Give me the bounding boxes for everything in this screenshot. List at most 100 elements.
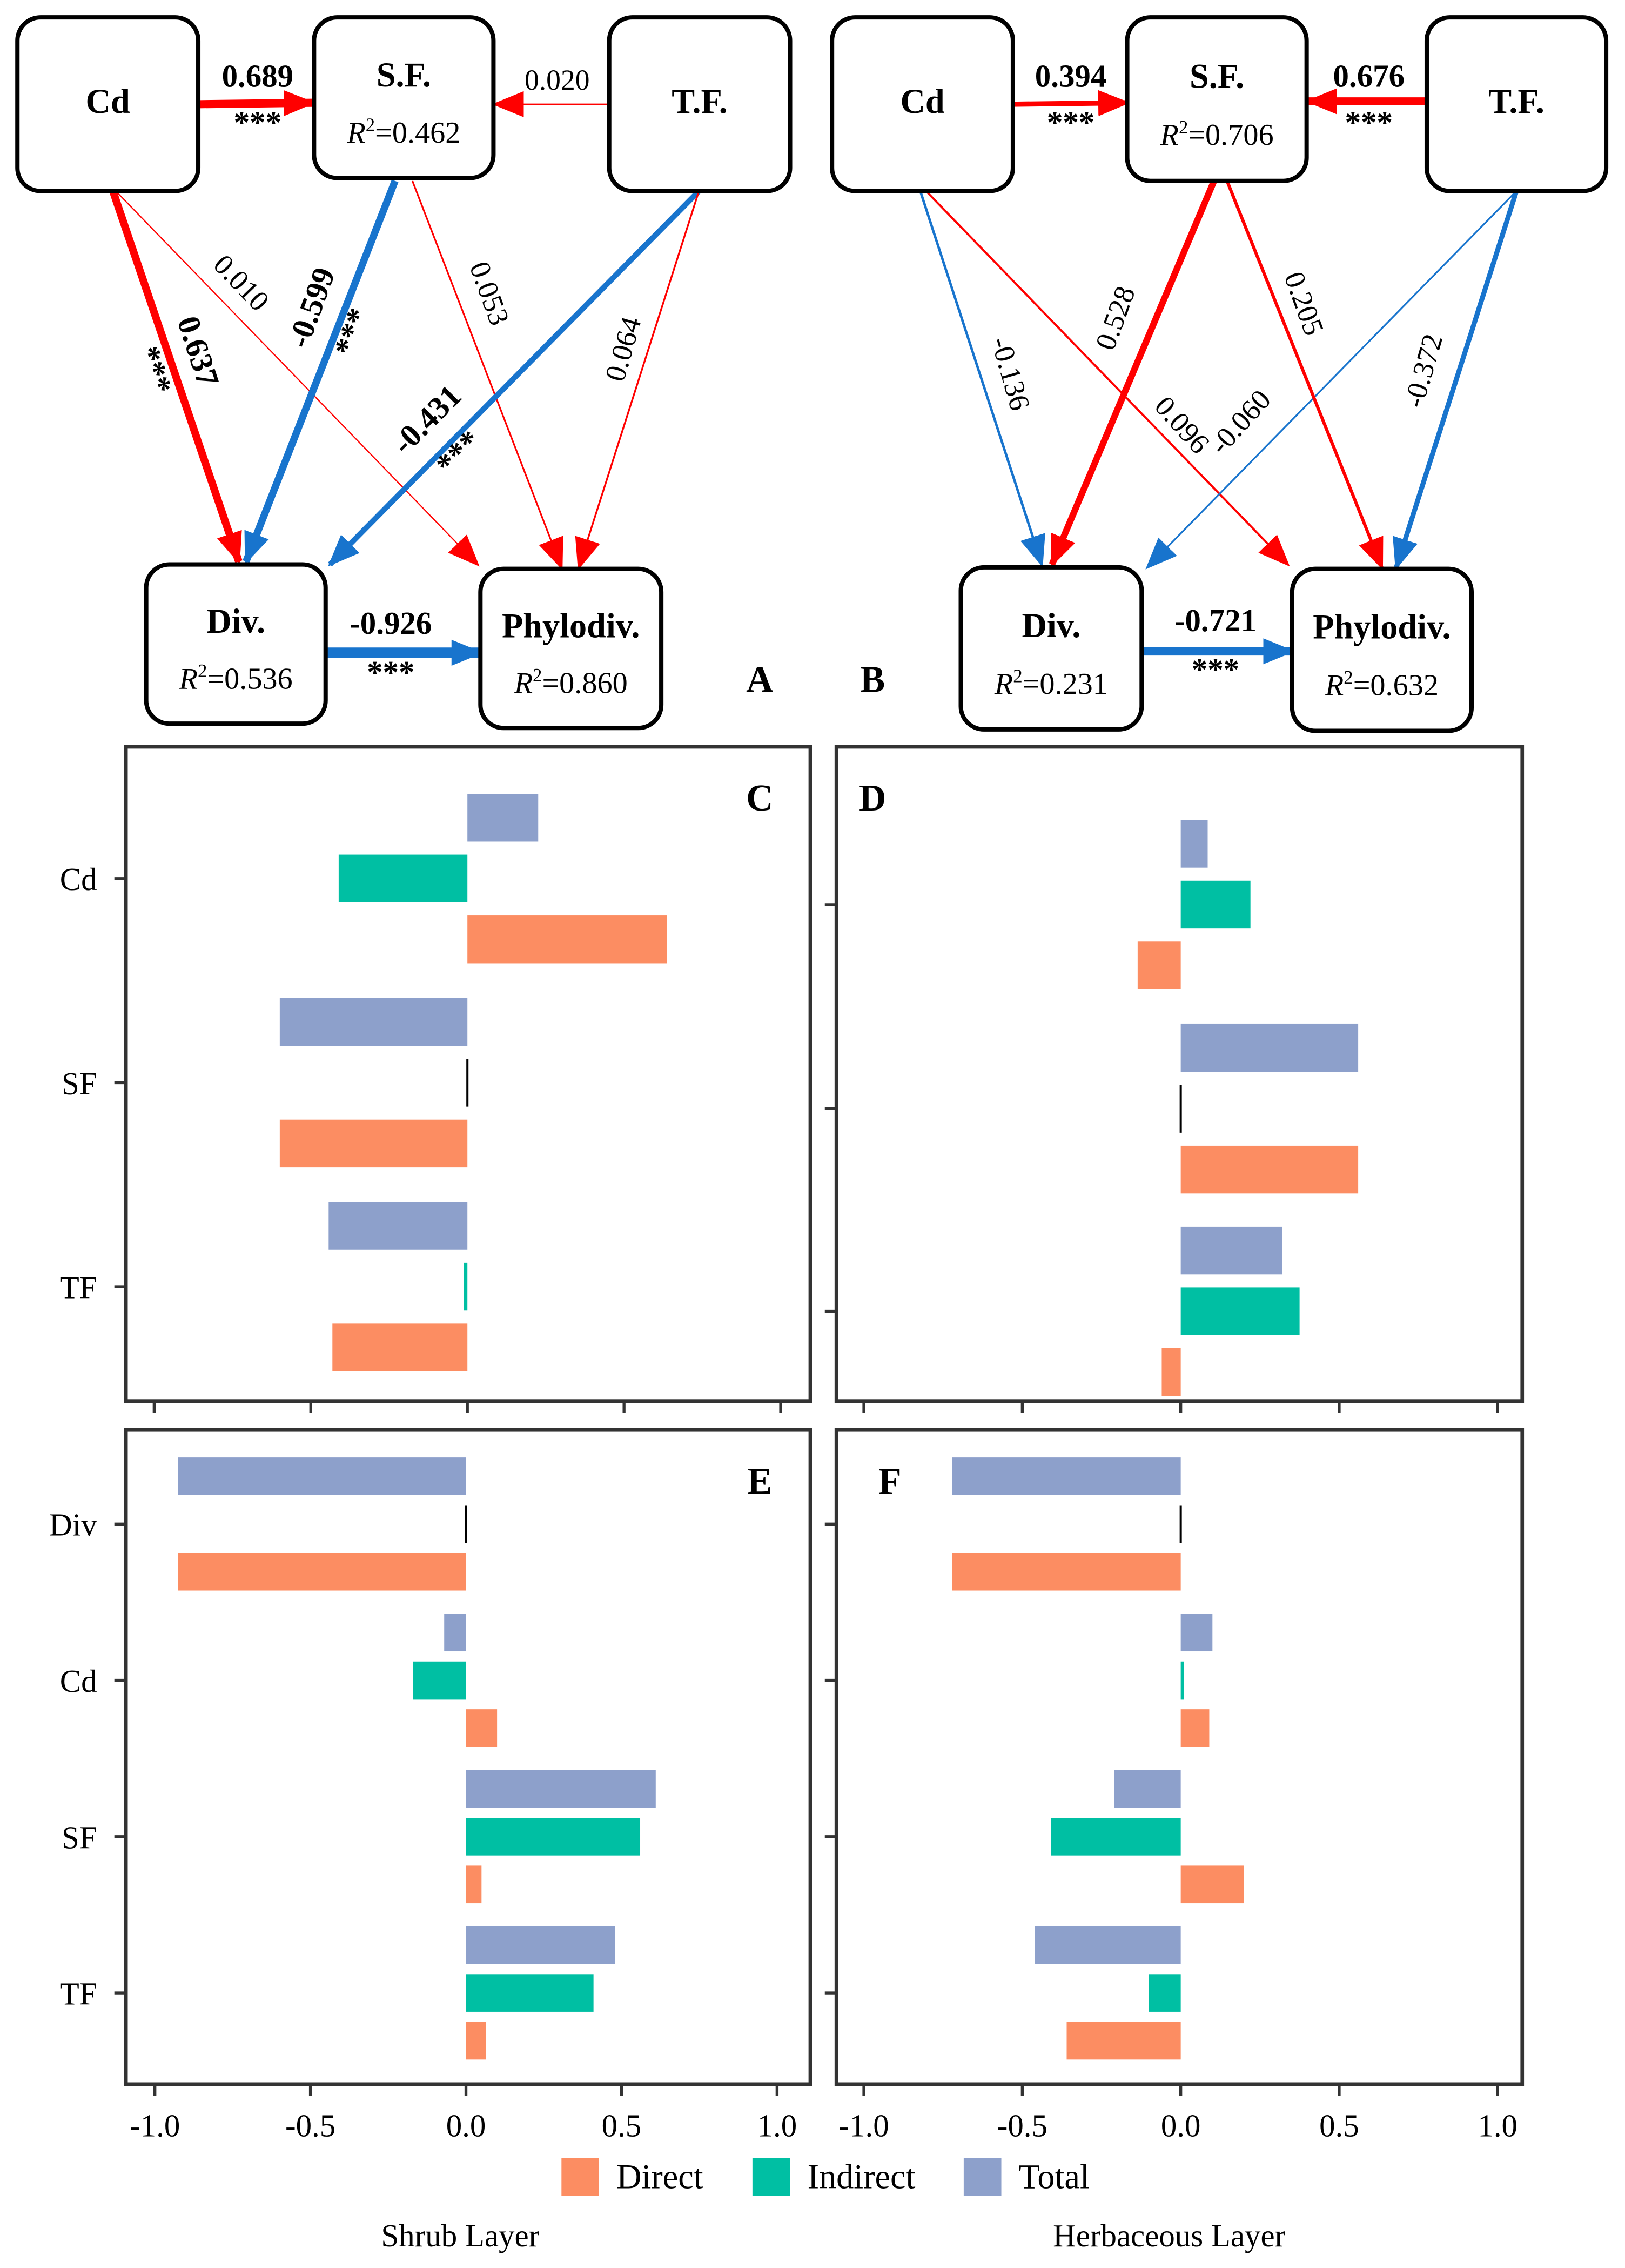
legend: Direct Indirect Total	[561, 2158, 1090, 2196]
significance-div-phylo: ***	[1192, 652, 1239, 687]
caption-shrub-layer: Shrub Layer	[381, 2218, 539, 2253]
chart-panel-F: -1.0 -0.5 0.0 0.5 1.0 F	[824, 1428, 1525, 2143]
r2-value: =0.231	[1023, 667, 1108, 701]
r-squared: R2=0.706	[1160, 117, 1274, 152]
panel-label-D: D	[859, 778, 886, 819]
bar-direct-SF	[466, 1865, 482, 1904]
path-coefficient-tf-sf: 0.020	[525, 64, 589, 96]
node-name: Div.	[1022, 606, 1080, 645]
arrow-cd-sf	[1012, 90, 1130, 116]
bar-direct-Cd	[466, 1709, 498, 1747]
r2-symbol: R	[346, 116, 365, 150]
r2-exponent: 2	[1344, 667, 1353, 688]
arrow-tf-phylo	[575, 191, 700, 571]
bar-direct-Div	[178, 1553, 466, 1591]
arrow-tf-div	[327, 189, 701, 567]
panel-label-A: A	[746, 659, 773, 700]
node-tf: T.F.	[607, 15, 793, 193]
node-sf: S.F. R2=0.462	[312, 15, 496, 180]
bar-direct-Cd	[467, 915, 667, 964]
significance-tf-sf: ***	[1345, 104, 1393, 140]
arrow-sf-phylo	[1225, 180, 1384, 570]
significance-div-phylo: ***	[367, 654, 414, 690]
node-box	[1125, 15, 1309, 183]
x-tick-label: 1.0	[757, 2108, 797, 2143]
path-coefficient-cd-phylo: 0.010	[207, 248, 276, 317]
r-squared: R2=0.632	[1325, 667, 1439, 702]
bar-direct-SF	[1180, 1145, 1359, 1194]
legend-label-direct: Direct	[616, 2158, 703, 2196]
significance-sf-div: ***	[327, 304, 377, 361]
panel-label-C: C	[746, 778, 773, 819]
node-name: Phylodiv.	[1313, 608, 1451, 646]
y-tick-label-Cd: Cd	[60, 1663, 97, 1699]
panel-frame	[834, 745, 1525, 1403]
bar-total-SF	[466, 1770, 656, 1808]
node-phylo: Phylodiv. R2=0.860	[478, 566, 664, 731]
node-tf: T.F.	[1424, 15, 1609, 193]
r2-exponent: 2	[1179, 117, 1188, 138]
node-cd: Cd	[830, 15, 1015, 193]
bar-direct-SF	[1180, 1865, 1244, 1904]
y-tick-label-TF: TF	[60, 1269, 97, 1305]
arrow-sf-phylo	[411, 180, 563, 570]
node-sf: S.F. R2=0.706	[1125, 15, 1309, 183]
panel-frame	[124, 1428, 812, 2086]
r2-exponent: 2	[1013, 665, 1022, 686]
legend-swatch-direct	[561, 2158, 599, 2196]
y-tick-label-TF: TF	[60, 1976, 97, 2012]
bar-total-Cd	[444, 1614, 466, 1652]
node-name: Div.	[206, 602, 265, 640]
significance-cd-div: ***	[131, 342, 179, 398]
legend-item-total: Total	[963, 2158, 1090, 2196]
r2-value: =0.462	[375, 116, 460, 150]
bar-indirect-Cd	[1180, 1661, 1184, 1700]
arrow-cd-phylo	[925, 190, 1290, 567]
path-coefficient-tf-phylo: -0.372	[1397, 330, 1449, 411]
chart-panel-E: Div Cd SF TF -1.0 -0.5 0.0 0.5 1.0 E	[49, 1428, 812, 2143]
path-coefficient-cd-phylo: 0.096	[1149, 390, 1216, 460]
node-box	[312, 15, 496, 180]
node-box	[1290, 566, 1474, 733]
arrow-tf-div	[1145, 190, 1517, 570]
node-cd: Cd	[15, 15, 201, 193]
significance-cd-sf: ***	[234, 104, 281, 140]
y-tick-label-Div: Div	[49, 1507, 97, 1543]
r2-symbol: R	[1325, 669, 1344, 703]
r-squared: R2=0.462	[346, 115, 460, 150]
bar-direct-TF	[466, 2022, 486, 2060]
y-tick-label-SF: SF	[62, 1066, 97, 1101]
node-box	[144, 562, 328, 726]
arrow-cd-sf	[198, 90, 315, 116]
r2-value: =0.706	[1188, 118, 1273, 152]
bar-total-TF	[1035, 1926, 1181, 1964]
r-squared: R2=0.860	[514, 665, 628, 700]
panel-label-F: F	[878, 1461, 902, 1502]
arrow-cd-div	[919, 190, 1045, 567]
bar-indirect-SF	[1051, 1818, 1181, 1856]
r-squared: R2=0.536	[179, 660, 293, 695]
r2-value: =0.536	[207, 662, 292, 695]
path-diagram-B: 0.394***0.676***-0.1360.5280.096-0.0600.…	[830, 15, 1609, 733]
r2-exponent: 2	[366, 115, 375, 136]
bar-total-Div	[952, 1457, 1181, 1495]
bar-total-TF	[1180, 1226, 1282, 1275]
legend-label-indirect: Indirect	[808, 2158, 916, 2196]
node-box	[15, 15, 201, 193]
node-box	[607, 15, 793, 193]
node-name: Cd	[86, 82, 130, 121]
bar-direct-Cd	[1137, 941, 1181, 989]
panel-label-E: E	[747, 1461, 772, 1502]
bar-total-Cd	[1180, 820, 1208, 868]
legend-label-total: Total	[1019, 2158, 1090, 2196]
bar-total-SF	[1114, 1770, 1181, 1808]
x-tick-label: -0.5	[285, 2108, 335, 2143]
r2-value: =0.632	[1353, 669, 1439, 703]
x-tick-label: 0.0	[446, 2108, 486, 2143]
bar-indirect-TF	[1180, 1287, 1300, 1335]
node-box	[1424, 15, 1609, 193]
arrow-cd-div	[109, 190, 243, 565]
path-coefficient-cd-div: -0.136	[985, 333, 1037, 414]
x-tick-label: 0.5	[1319, 2108, 1359, 2143]
